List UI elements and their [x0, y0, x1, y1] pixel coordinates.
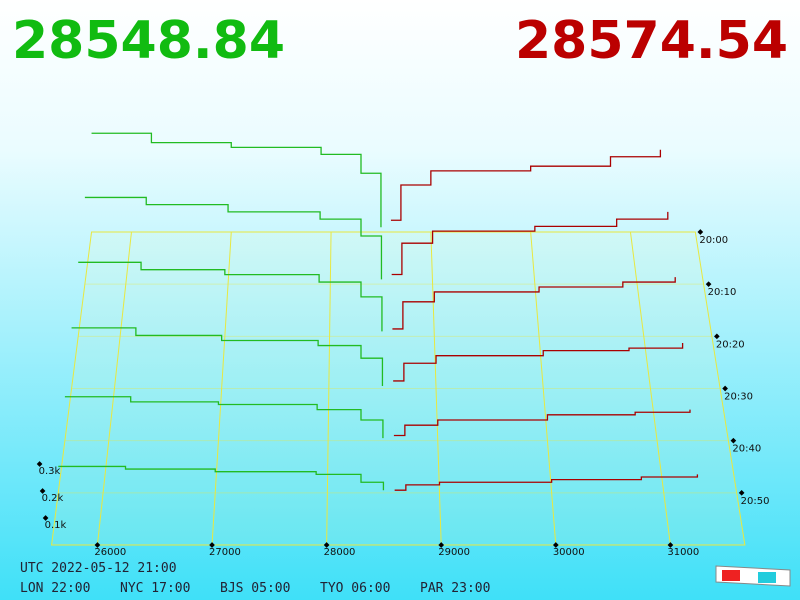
tick-dot — [705, 281, 712, 287]
zone-time: BJS 05:00 — [220, 581, 290, 596]
time-tick-label: 20:20 — [716, 339, 745, 350]
tick-dot — [552, 542, 559, 548]
ask-depth-line — [393, 409, 691, 437]
price-tick-label: 30000 — [553, 547, 585, 558]
tick-dot — [714, 333, 720, 340]
price-grid-line — [326, 231, 332, 546]
price-grid-line — [629, 231, 671, 546]
zone-time: PAR 23:00 — [420, 581, 490, 596]
tick-dot — [209, 542, 215, 548]
tick-dot — [730, 437, 737, 444]
time-tick-label: 20:40 — [732, 444, 761, 455]
ask-depth-line — [391, 211, 669, 276]
tick-dot — [438, 542, 445, 548]
time-tick-label: 20:30 — [724, 392, 753, 403]
price-grid-line — [211, 231, 232, 546]
tick-dot — [738, 490, 745, 496]
price-tick-label: 28000 — [324, 547, 356, 558]
bid-depth-line — [58, 465, 385, 491]
floor-plane — [51, 231, 746, 546]
tick-dot — [722, 385, 728, 392]
price-grid-line — [96, 231, 132, 546]
ask-depth-line — [392, 277, 676, 330]
utc-time: UTC 2022-05-12 21:00 — [20, 561, 177, 576]
volume-tick-label: 0.1k — [45, 520, 67, 531]
zone-time: NYC 17:00 — [120, 581, 190, 596]
tick-dot — [94, 542, 101, 548]
tick-dot — [323, 542, 330, 548]
price-grid-line — [430, 231, 442, 546]
bid-depth-line — [78, 261, 383, 332]
ask-depth-line — [393, 343, 684, 382]
bid-depth-line — [64, 396, 384, 439]
price-tick-label: 29000 — [438, 547, 470, 558]
ask-depth-line — [394, 474, 699, 491]
time-tick-label: 20:50 — [741, 496, 770, 507]
zone-time: TYO 06:00 — [320, 581, 390, 596]
price-tick-label: 31000 — [667, 547, 699, 558]
time-tick-label: 20:00 — [699, 235, 728, 246]
ask-price: 28574.54 — [515, 11, 788, 71]
price-tick-label: 26000 — [94, 547, 126, 558]
price-grid-line — [530, 231, 557, 546]
bid-depth-line — [71, 327, 384, 386]
bid-depth-line — [84, 196, 383, 280]
bid-depth-line — [91, 132, 382, 228]
bid-price: 28548.84 — [12, 11, 285, 71]
price-tick-label: 27000 — [209, 547, 241, 558]
zone-time: LON 22:00 — [20, 581, 90, 596]
time-tick-label: 20:10 — [708, 287, 737, 298]
tick-dot — [42, 515, 49, 521]
volume-tick-label: 0.2k — [42, 493, 64, 504]
3d-glasses-icon — [715, 565, 791, 587]
volume-tick-label: 0.3k — [39, 466, 61, 477]
tick-dot — [667, 542, 674, 548]
ask-depth-line — [390, 149, 662, 221]
tick-dot — [697, 229, 704, 235]
